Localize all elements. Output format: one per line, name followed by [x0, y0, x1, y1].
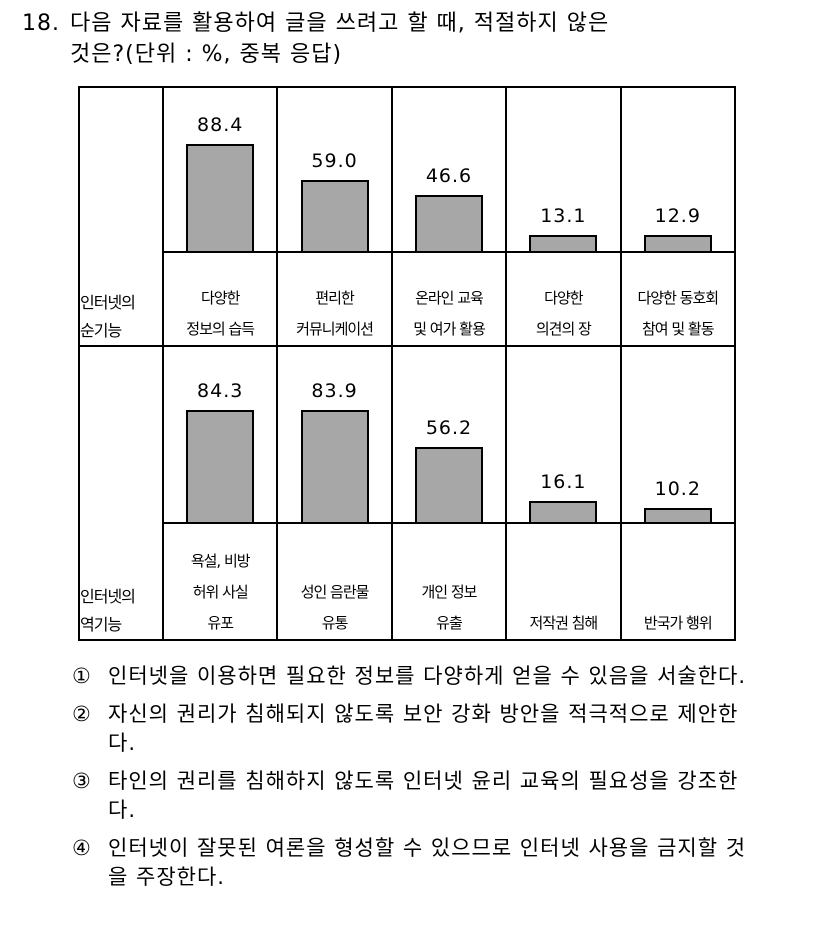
- category-label-line: 정보의 습득: [186, 320, 255, 338]
- bar: [300, 180, 369, 251]
- bar-cell: 88.4: [161, 86, 279, 253]
- category-label-line: 다양한: [544, 289, 583, 307]
- group-label-line: 인터넷의: [80, 293, 136, 312]
- choice-text: 자신의 권리가 침해되지 않도록 보안 강화 방안을 적극적으로 제안한다.: [108, 702, 739, 755]
- answer-choice[interactable]: ③ 타인의 권리를 침해하지 않도록 인터넷 윤리 교육의 필요성을 강조한다.: [72, 767, 762, 825]
- bar-cell: 83.9: [276, 345, 393, 524]
- bar: [300, 410, 369, 522]
- answer-choice[interactable]: ① 인터넷을 이용하면 필요한 정보를 다양하게 얻을 수 있음을 서술한다.: [72, 662, 762, 691]
- bar-value-label: 59.0: [311, 150, 358, 172]
- group-label-line: 순기능: [80, 321, 122, 340]
- choice-marker: ④: [72, 836, 92, 860]
- category-label: 저작권 침해: [505, 522, 622, 641]
- bar-cell: 59.0: [276, 86, 393, 253]
- bar: [414, 195, 483, 251]
- bar-cell: 56.2: [390, 345, 508, 524]
- bar-cell: 10.2: [619, 345, 737, 524]
- category-label-line: 욕설, 비방: [190, 552, 251, 570]
- question-text-line1: 다음 자료를 활용하여 글을 쓰려고 할 때, 적절하지 않은: [70, 11, 610, 36]
- question-text-line2: 것은?(단위 : %, 중복 응답): [70, 42, 343, 67]
- group-label-line: 역기능: [80, 615, 122, 634]
- category-label-line: 저작권 침해: [529, 614, 598, 632]
- category-label-line: 커뮤니케이션: [296, 320, 374, 338]
- answer-choice[interactable]: ② 자신의 권리가 침해되지 않도록 보안 강화 방안을 적극적으로 제안한다.: [72, 700, 762, 758]
- bar-cell: 16.1: [505, 345, 622, 524]
- choice-marker: ③: [72, 769, 92, 793]
- category-label-line: 반국가 행위: [643, 614, 713, 632]
- choice-text: 인터넷이 잘못된 여론을 형성할 수 있으므로 인터넷 사용을 금지할 것을 주…: [108, 836, 747, 889]
- choice-text: 타인의 권리를 침해하지 않도록 인터넷 윤리 교육의 필요성을 강조한다.: [108, 769, 739, 822]
- bar: [529, 235, 598, 251]
- category-label-line: 성인 음란물: [300, 583, 370, 601]
- category-label-line: 다양한 동호회: [637, 289, 719, 307]
- bar: [643, 235, 712, 251]
- category-label-line: 온라인 교육: [415, 289, 484, 307]
- group-label-line: 인터넷의: [80, 587, 136, 606]
- bar-value-label: 83.9: [311, 380, 358, 402]
- category-label-line: 유출: [436, 614, 463, 632]
- choice-marker: ①: [72, 664, 92, 688]
- bar-value-label: 16.1: [540, 471, 587, 493]
- choice-marker: ②: [72, 702, 92, 726]
- bar: [643, 508, 712, 522]
- data-chart-table: 인터넷의 순기능 88.4 59.0 46.6 13.1 12.9 다양한 정보의 습득 편리한 커…: [78, 86, 737, 641]
- bar-value-label: 84.3: [197, 380, 244, 402]
- bar-cell: 46.6: [390, 86, 508, 253]
- question-number: 18.: [22, 11, 60, 36]
- category-label-line: 편리한: [315, 289, 354, 307]
- bar-value-label: 56.2: [425, 417, 473, 439]
- answer-choices: ① 인터넷을 이용하면 필요한 정보를 다양하게 얻을 수 있음을 서술한다. ② 자…: [72, 662, 762, 901]
- bar: [529, 501, 598, 522]
- bar-value-label: 12.9: [654, 205, 701, 227]
- category-label-line: 유포: [207, 614, 234, 632]
- category-label-line: 및 여가 활용: [413, 320, 486, 338]
- question-stem: 18. 다음 자료를 활용하여 글을 쓰려고 할 때, 적절하지 않은 것은?(단…: [22, 8, 812, 70]
- category-label-line: 의견의 장: [535, 320, 592, 338]
- bar: [186, 410, 255, 522]
- category-label-line: 참여 및 활동: [642, 320, 715, 338]
- category-row: 욕설, 비방 허위 사실 유포 성인 음란물 유통 개인 정보 유출 저작권 침해 반국가 행위: [79, 522, 737, 641]
- bar: [186, 144, 255, 251]
- category-label: 반국가 행위: [619, 522, 737, 641]
- bar-value-label: 88.4: [197, 114, 244, 136]
- bar-cell: 84.3: [161, 345, 279, 524]
- bar-value-label: 13.1: [540, 205, 587, 227]
- bar-value-label: 10.2: [654, 478, 701, 500]
- category-label-line: 유통: [321, 614, 349, 632]
- bar-value-label: 46.6: [425, 165, 473, 187]
- bar: [414, 447, 483, 522]
- bar-cell: 12.9: [619, 86, 737, 253]
- choice-text: 인터넷을 이용하면 필요한 정보를 다양하게 얻을 수 있음을 서술한다.: [108, 664, 747, 688]
- category-label-line: 개인 정보: [421, 583, 477, 601]
- answer-choice[interactable]: ④ 인터넷이 잘못된 여론을 형성할 수 있으므로 인터넷 사용을 금지할 것을 …: [72, 834, 762, 892]
- category-label-line: 허위 사실: [192, 583, 249, 601]
- category-label-line: 다양한: [200, 289, 240, 307]
- bar-cell: 13.1: [505, 86, 622, 253]
